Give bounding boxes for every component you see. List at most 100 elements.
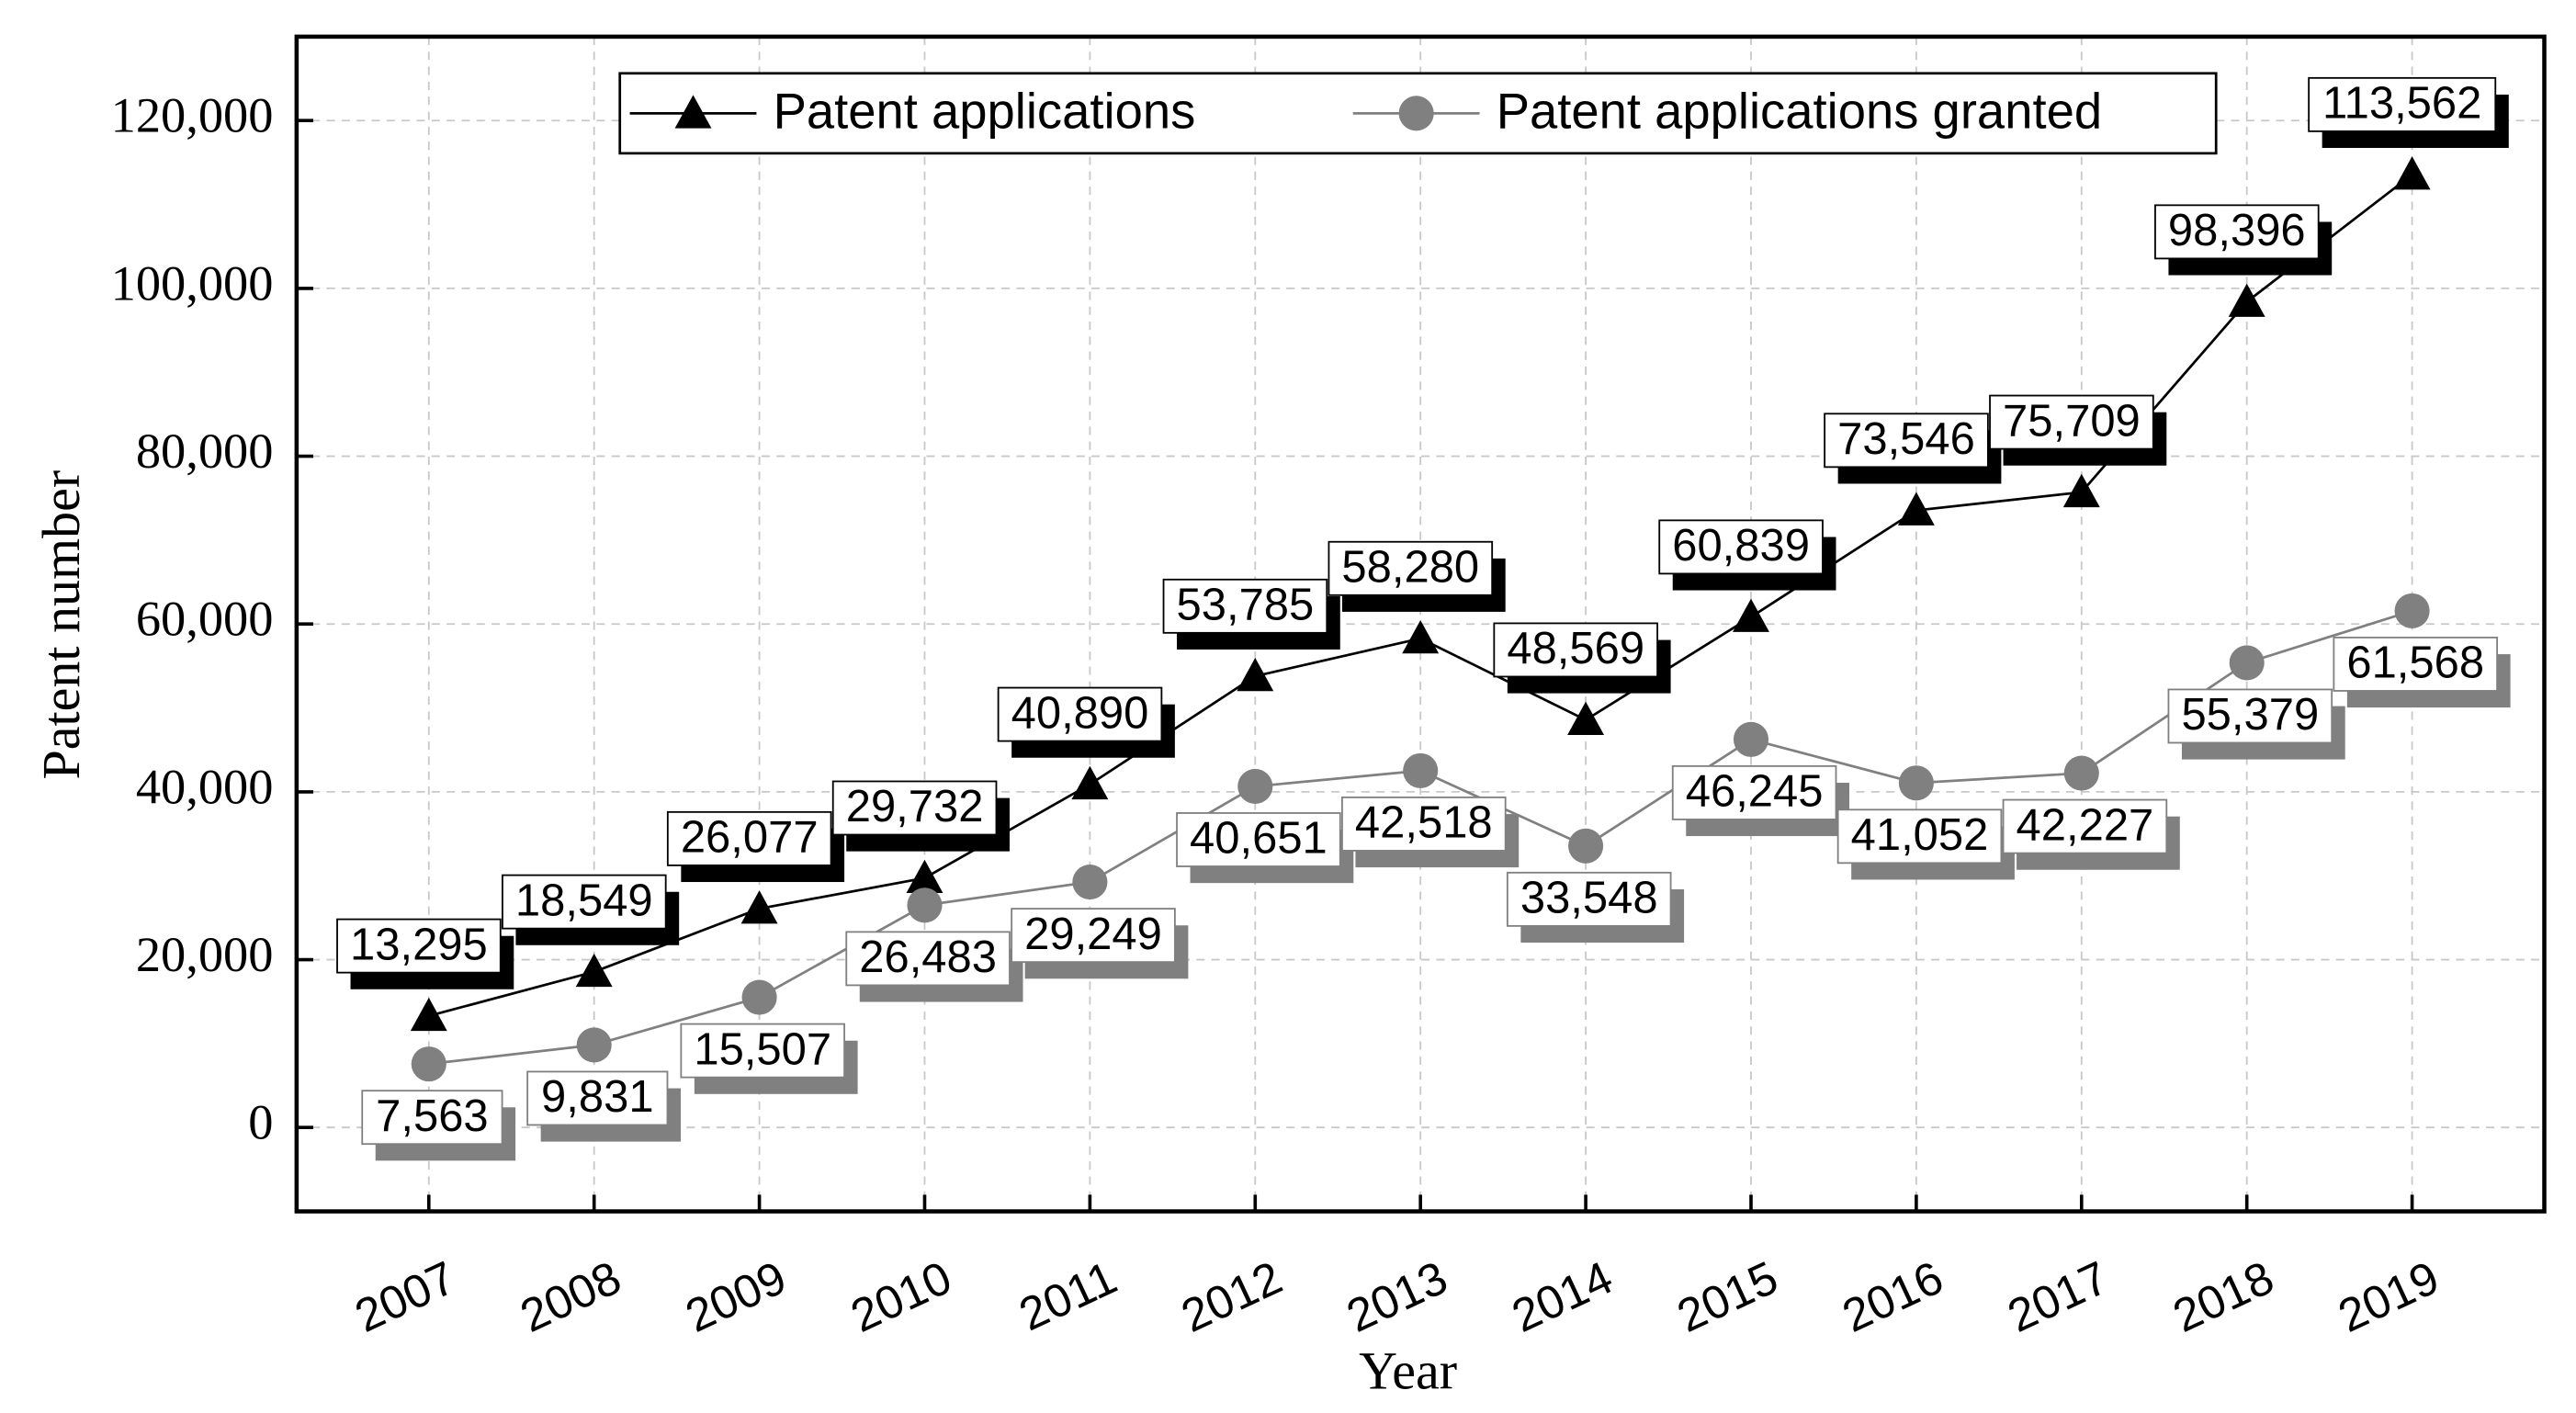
label-box	[666, 810, 832, 866]
y-tick-label: 0	[248, 1095, 273, 1150]
marker	[906, 859, 943, 893]
y-tick-label: 100,000	[111, 255, 274, 311]
label-box	[1162, 578, 1328, 634]
marker	[411, 1046, 446, 1082]
data-label: 13,295	[350, 920, 488, 969]
label-box	[1493, 622, 1658, 678]
label-box	[1836, 808, 2003, 865]
label-box	[2308, 76, 2497, 132]
y-tick-label: 120,000	[111, 88, 274, 143]
label-box	[1011, 908, 1176, 964]
data-label: 73,546	[1837, 414, 1975, 464]
data-label: 9,831	[541, 1072, 654, 1122]
marker	[576, 1027, 612, 1063]
marker	[907, 887, 943, 923]
label-box	[2154, 204, 2320, 260]
marker	[2063, 755, 2099, 791]
marker	[1568, 828, 1604, 864]
data-label: 98,396	[2168, 206, 2306, 255]
label-box	[1328, 540, 1494, 596]
label-box	[526, 1070, 669, 1126]
data-label: 40,651	[1190, 814, 1328, 864]
marker	[1403, 752, 1439, 788]
data-label: 75,709	[2003, 396, 2141, 446]
label-box	[502, 874, 667, 930]
x-tick-label: 2014	[1504, 1251, 1620, 1342]
y-axis-title: Patent number	[31, 470, 91, 780]
y-tick-label: 80,000	[136, 424, 274, 479]
legend-label: Patent applications	[774, 84, 1196, 140]
marker	[1897, 492, 1935, 526]
legend-marker	[674, 95, 712, 129]
label-box	[2333, 637, 2498, 692]
label-box	[1176, 812, 1341, 867]
marker	[1072, 865, 1108, 900]
label-box	[680, 1023, 845, 1079]
x-tick-label: 2018	[2165, 1251, 2281, 1342]
data-label: 61,568	[2346, 639, 2484, 688]
x-tick-label: 2015	[1669, 1251, 1785, 1342]
data-label: 41,052	[1851, 810, 1989, 860]
data-label: 55,379	[2181, 690, 2319, 740]
label-box	[336, 918, 502, 974]
marker	[1733, 721, 1769, 757]
y-tick-label: 60,000	[136, 592, 274, 647]
x-tick-label: 2008	[513, 1251, 628, 1342]
label-box	[1824, 413, 1989, 469]
data-label: 26,483	[859, 933, 997, 982]
data-label: 29,732	[846, 782, 984, 831]
x-axis-title: Year	[1359, 1340, 1457, 1400]
data-label: 42,518	[1355, 798, 1493, 848]
label-box	[1671, 764, 1837, 820]
data-label: 40,890	[1011, 688, 1149, 738]
x-tick-label: 2012	[1173, 1251, 1289, 1342]
x-tick-label: 2013	[1339, 1251, 1454, 1342]
marker	[410, 997, 447, 1032]
marker	[1237, 768, 1273, 804]
x-tick-label: 2016	[1835, 1251, 1950, 1342]
data-label: 15,507	[694, 1024, 831, 1074]
data-label: 33,548	[1520, 874, 1658, 923]
label-box	[831, 780, 998, 836]
x-tick-label: 2009	[678, 1251, 794, 1342]
marker	[2394, 593, 2430, 628]
marker	[2228, 283, 2265, 317]
x-tick-label: 2019	[2331, 1251, 2446, 1342]
x-tick-label: 2010	[843, 1251, 959, 1342]
data-label: 113,562	[2322, 79, 2481, 129]
marker	[1733, 598, 1769, 632]
marker	[2062, 473, 2100, 508]
marker	[741, 979, 777, 1015]
label-box	[1506, 871, 1672, 927]
marker	[2393, 156, 2431, 190]
legend-marker	[1398, 96, 1434, 131]
data-label: 18,549	[515, 876, 653, 925]
label-box	[2002, 798, 2168, 854]
marker	[575, 953, 613, 988]
marker	[1402, 619, 1440, 654]
label-box	[2167, 688, 2333, 744]
data-label: 42,227	[2017, 800, 2154, 850]
label-box	[1989, 394, 2154, 450]
data-label: 26,077	[681, 813, 819, 863]
marker	[1898, 765, 1934, 801]
label-box	[845, 931, 1011, 987]
label-box	[1341, 797, 1507, 852]
legend-label: Patent applications granted	[1497, 84, 2102, 140]
x-tick-label: 2011	[1011, 1251, 1124, 1341]
plot-frame	[294, 34, 2547, 1214]
y-tick-label: 40,000	[136, 759, 274, 814]
marker	[740, 890, 778, 924]
data-label: 58,280	[1341, 543, 1479, 593]
y-tick-label: 20,000	[136, 927, 274, 982]
marker	[2229, 645, 2265, 681]
data-label: 60,839	[1672, 521, 1810, 571]
marker	[1237, 658, 1274, 692]
label-box	[1658, 519, 1824, 575]
marker	[1567, 701, 1605, 735]
data-label: 7,563	[376, 1091, 489, 1141]
marker	[1071, 765, 1109, 800]
label-box	[361, 1090, 503, 1146]
